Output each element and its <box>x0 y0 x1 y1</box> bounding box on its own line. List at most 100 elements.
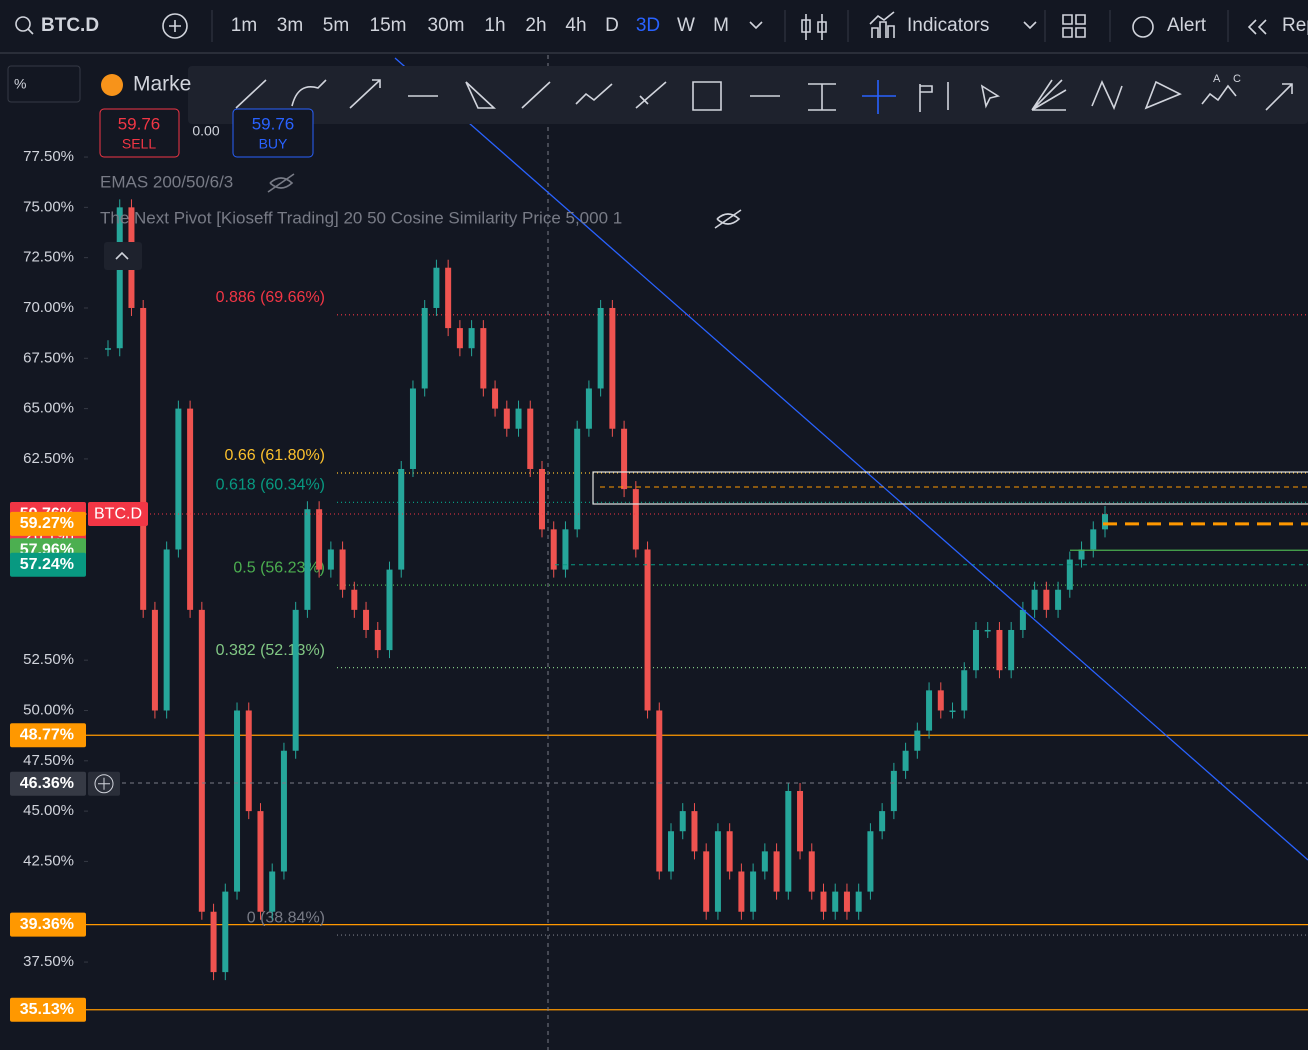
indicators-button[interactable]: Indicators <box>907 15 989 36</box>
timeframe[interactable]: W <box>677 15 695 36</box>
timeframe[interactable]: 30m <box>428 15 465 36</box>
abcd-a: A <box>1213 73 1221 85</box>
candle <box>163 549 170 711</box>
y-tick-label: 42.50% <box>23 852 74 869</box>
timeframe[interactable]: D <box>605 15 619 36</box>
timeframe[interactable]: M <box>713 15 729 36</box>
price-tag-label: 48.77% <box>20 726 74 743</box>
candle <box>996 629 1003 671</box>
candle <box>1078 549 1085 560</box>
candle <box>984 629 991 632</box>
candle <box>245 710 252 812</box>
candle <box>363 609 370 630</box>
indicators-icon <box>869 11 895 38</box>
tool-crosshair[interactable] <box>862 80 896 114</box>
alert-button[interactable]: Alert <box>1167 15 1207 36</box>
tool-measure[interactable] <box>808 83 836 111</box>
collapse-legend[interactable] <box>104 242 142 270</box>
tool-line[interactable] <box>235 79 267 109</box>
candle <box>1102 514 1108 530</box>
timeframe[interactable]: 3D <box>636 15 660 36</box>
candle <box>222 891 229 973</box>
candle <box>691 811 698 852</box>
layouts[interactable] <box>1062 14 1086 38</box>
sell-price: 59.76 <box>118 114 161 133</box>
zone-box <box>592 471 1308 505</box>
candle <box>632 489 639 550</box>
fib-label: 0.618 (60.34%) <box>216 477 325 494</box>
timeframe[interactable]: 2h <box>525 15 546 36</box>
hide-icon-1[interactable] <box>267 173 295 193</box>
candle <box>562 529 569 570</box>
candle <box>1008 629 1015 671</box>
price-tag <box>10 771 86 796</box>
add-symbol[interactable] <box>162 13 188 39</box>
candle <box>937 690 944 711</box>
candle <box>797 790 804 852</box>
candle <box>105 348 111 350</box>
sell-label: SELL <box>122 136 156 152</box>
candle <box>656 710 663 872</box>
tool-pattern[interactable] <box>1091 80 1123 111</box>
hide-icon-2[interactable] <box>714 209 742 229</box>
candle <box>773 851 780 892</box>
scale-input[interactable] <box>7 65 81 103</box>
tool-ray[interactable] <box>521 81 551 109</box>
tool-path[interactable] <box>575 83 613 105</box>
candle <box>468 328 475 349</box>
candle <box>151 609 158 711</box>
replay-button[interactable]: Rep <box>1282 15 1308 36</box>
candle <box>972 629 979 671</box>
candle <box>1043 589 1050 610</box>
candle <box>726 831 733 872</box>
tool-brush[interactable] <box>291 79 327 107</box>
timeframe[interactable]: 1m <box>231 15 257 36</box>
tool-cursor[interactable] <box>980 84 1001 109</box>
tool-triangle[interactable] <box>465 81 497 109</box>
chart-type[interactable] <box>801 14 827 40</box>
spread: 0.00 <box>192 123 219 139</box>
tool-gann[interactable] <box>1031 79 1067 111</box>
candle <box>527 408 534 469</box>
tool-rect[interactable] <box>692 81 722 111</box>
candle <box>1031 589 1038 610</box>
candle <box>421 307 428 389</box>
timeframe[interactable]: 1h <box>484 15 505 36</box>
tool-abcd[interactable] <box>1201 84 1237 105</box>
tool-arrow-2[interactable] <box>1265 83 1293 111</box>
candle <box>456 328 463 349</box>
price-tag-label: 59.27% <box>20 515 74 532</box>
candle <box>949 710 956 712</box>
price-tag-label: 39.36% <box>20 916 74 933</box>
sell-button[interactable] <box>99 108 180 158</box>
candle <box>433 267 440 308</box>
tool-parallel[interactable] <box>635 81 667 109</box>
candle <box>386 569 393 651</box>
tool-triangle-pattern[interactable] <box>1144 80 1182 110</box>
candle <box>668 831 675 872</box>
timeframe[interactable]: 5m <box>323 15 349 36</box>
buy-price: 59.76 <box>252 114 295 133</box>
timeframe[interactable]: 4h <box>565 15 586 36</box>
candle <box>210 911 217 973</box>
symbol[interactable]: BTC.D <box>41 15 99 36</box>
symbol-tag <box>88 502 148 527</box>
buy-button[interactable] <box>232 108 314 158</box>
candle <box>961 670 968 711</box>
search-icon[interactable] <box>15 16 31 32</box>
tool-arrow[interactable] <box>349 79 381 109</box>
y-tick-label: 50.00% <box>23 701 74 718</box>
price-axis: 37.50% 42.50% 45.00% 47.50% 50.00% 52.50% 62.5… <box>23 148 88 970</box>
price-tag <box>10 511 86 536</box>
candle <box>926 690 933 731</box>
timeframe-menu[interactable] <box>749 21 763 30</box>
candle <box>1019 609 1026 630</box>
timeframe[interactable]: 15m <box>370 15 407 36</box>
candle <box>820 891 827 912</box>
indicators-menu[interactable] <box>1023 21 1037 30</box>
candle <box>714 831 721 912</box>
timeframe[interactable]: 3m <box>277 15 303 36</box>
candle <box>703 851 710 912</box>
tool-fib[interactable] <box>919 82 949 112</box>
